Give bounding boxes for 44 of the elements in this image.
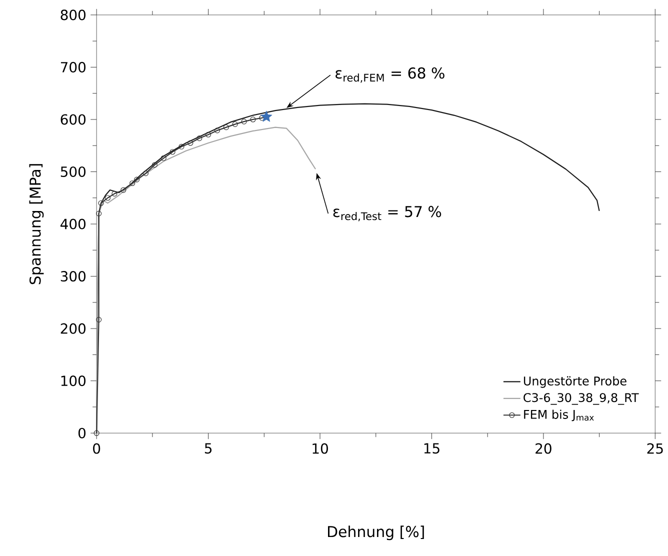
- point: [188, 140, 194, 146]
- y-axis-title: Spannung [MPa]: [29, 164, 44, 284]
- legend-label: C3-6_30_38_9,8_RT: [524, 393, 639, 405]
- point: [241, 118, 247, 125]
- point: [214, 128, 220, 134]
- y-tick-label: 400: [60, 218, 86, 230]
- point: [250, 116, 256, 122]
- point: [96, 210, 102, 217]
- point: [160, 156, 166, 162]
- point: [196, 136, 202, 142]
- legend-label: Ungestörte Probe: [524, 376, 626, 388]
- y-tick-label: 500: [60, 166, 86, 178]
- point: [112, 191, 118, 197]
- x-tick-label: 20: [536, 443, 552, 454]
- y-tick-label: 100: [61, 376, 86, 386]
- y-tick-label: 600: [60, 114, 86, 125]
- point: [260, 110, 272, 122]
- point: [178, 144, 184, 150]
- x-tick-label: 25: [647, 443, 663, 454]
- y-tick-label: 800: [60, 10, 86, 20]
- point: [170, 149, 176, 155]
- point: [130, 180, 136, 186]
- point: [142, 170, 149, 176]
- legend-label: FEM bis J$_{max}$: [524, 410, 594, 422]
- annotation: ε$_{red,FEM}$ = 68 %: [336, 68, 444, 83]
- y-tick-label: 700: [60, 62, 86, 73]
- x-tick-label: 10: [312, 443, 328, 454]
- y-tick-label: 0: [78, 428, 86, 439]
- point: [206, 132, 212, 138]
- point: [223, 124, 229, 130]
- y-tick-label: 200: [60, 324, 86, 334]
- point: [152, 162, 158, 168]
- point: [232, 122, 238, 128]
- y-tick-label: 300: [60, 271, 86, 282]
- x-tick-label: 0: [93, 443, 100, 454]
- x-axis-title: Dehnung [%]: [328, 526, 424, 540]
- point: [134, 177, 140, 183]
- x-tick-label: 15: [424, 443, 440, 454]
- point: [98, 200, 104, 206]
- point: [96, 317, 102, 323]
- annotation: ε$_{red,Test}$ = 57 %: [333, 206, 442, 222]
- x-tick-label: 5: [204, 443, 212, 454]
- point: [120, 187, 126, 194]
- point: [104, 195, 111, 201]
